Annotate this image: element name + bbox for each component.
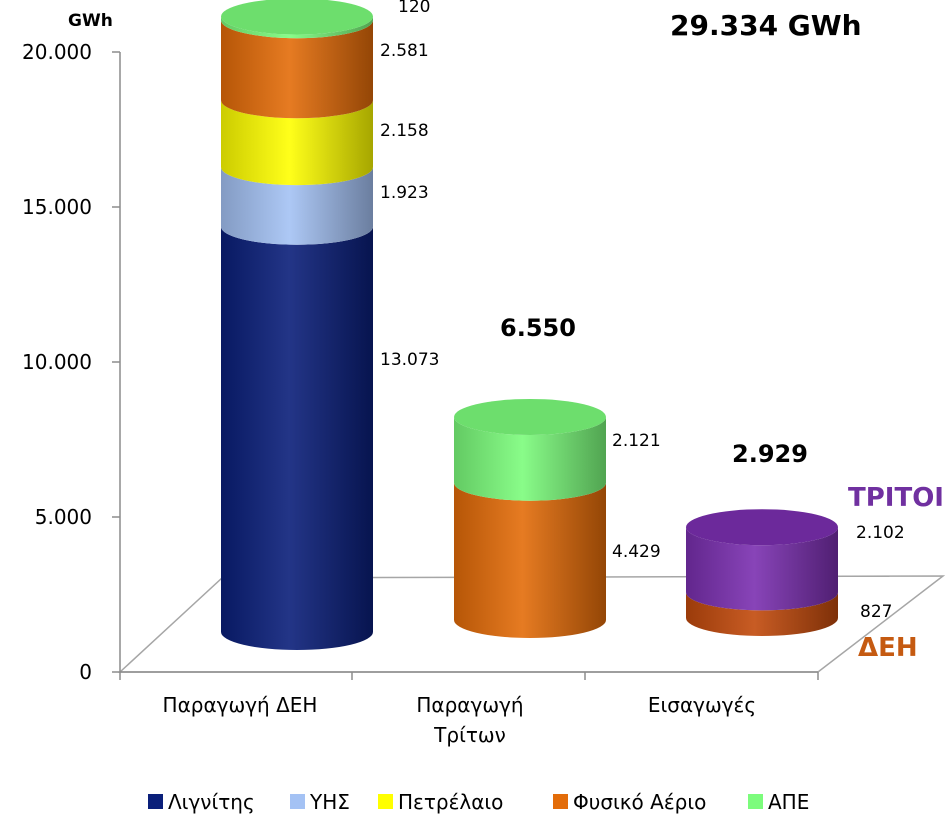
data-label: 827: [860, 602, 892, 622]
cylinder-top-cap: [686, 509, 838, 546]
legend-swatch: [148, 794, 163, 809]
bar-segment-πετρέλαιο: [221, 100, 373, 186]
data-label: 2.158: [380, 121, 429, 141]
series-annotation: ΔΕΗ: [858, 633, 918, 663]
data-labels: 13.073 1.923 2.158 2.581 120 4.429 2.121 6.550 8…: [163, 0, 944, 747]
cylinder-bar: [686, 509, 838, 636]
legend-label: ΑΠΕ: [768, 790, 809, 814]
data-label: 4.429: [612, 542, 661, 562]
legend-item: ΑΠΕ: [748, 790, 809, 814]
y-tick-label: 10.000: [22, 350, 92, 374]
bar-segment-δεη: [686, 592, 838, 636]
bar-segment-απε: [221, 16, 373, 39]
bars: [221, 0, 838, 650]
x-category-label: Εισαγωγές: [648, 693, 756, 717]
y-tick-label: 0: [79, 660, 92, 684]
data-label: 1.923: [380, 183, 429, 203]
legend-label: Λιγνίτης: [168, 790, 255, 814]
series-annotation: ΤΡΙΤΟΙ: [848, 483, 944, 513]
x-category-label: Παραγωγή: [416, 693, 523, 717]
cylinder-bar: [454, 398, 606, 638]
y-tick-label: 5.000: [35, 505, 92, 529]
legend: Λιγνίτης ΥΗΣ Πετρέλαιο Φυσικό Αέριο ΑΠΕ: [148, 790, 809, 814]
bar-segment-τριτοι: [686, 527, 838, 611]
legend-swatch: [553, 794, 568, 809]
y-tick-label: 20.000: [22, 40, 92, 64]
bar-segment-υης: [221, 167, 373, 245]
legend-item: Πετρέλαιο: [378, 790, 503, 814]
legend-item: ΥΗΣ: [290, 790, 350, 814]
bar-segment-φυσικό αέριο: [221, 20, 373, 119]
legend-swatch: [378, 794, 393, 809]
legend-label: Πετρέλαιο: [398, 790, 503, 814]
bar-total-label: 6.550: [500, 314, 576, 342]
data-label: 2.121: [612, 431, 661, 451]
bar-segment-φυσικό αέριο: [454, 482, 606, 638]
legend-item: Λιγνίτης: [148, 790, 255, 814]
cylinder-bar: [221, 0, 373, 650]
legend-swatch: [748, 794, 763, 809]
y-tick-label: 15.000: [22, 195, 92, 219]
x-category-label: Παραγωγή ΔΕΗ: [163, 693, 318, 717]
bar-segment-λιγνίτης: [221, 226, 373, 650]
legend-item: Φυσικό Αέριο: [553, 790, 706, 814]
data-label: 120: [398, 0, 430, 17]
data-label: 2.581: [380, 41, 429, 61]
cylinder-top-cap: [221, 0, 373, 35]
data-label: 2.102: [856, 523, 905, 543]
x-category-label: Τρίτων: [433, 723, 506, 747]
legend-label: Φυσικό Αέριο: [573, 790, 706, 814]
y-axis: 0 5.000 10.000 15.000 20.000 GWh 29.334 GWh: [22, 9, 862, 684]
cylinder-top-cap: [454, 398, 606, 435]
legend-swatch: [290, 794, 305, 809]
bar-segment-απε: [454, 416, 606, 501]
y-axis-unit-label: GWh: [68, 11, 113, 31]
legend-label: ΥΗΣ: [309, 790, 350, 814]
grand-total-label: 29.334 GWh: [670, 9, 862, 42]
data-label: 13.073: [380, 350, 439, 370]
bar-total-label: 2.929: [732, 440, 808, 468]
